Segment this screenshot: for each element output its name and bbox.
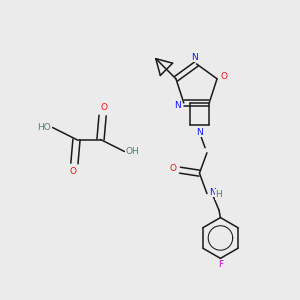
Text: N: N [174, 101, 181, 110]
Text: HO: HO [37, 123, 51, 132]
Text: H: H [216, 190, 222, 199]
Text: F: F [218, 260, 223, 269]
Text: OH: OH [126, 147, 140, 156]
Text: O: O [170, 164, 177, 173]
Text: N: N [196, 128, 203, 137]
Text: N: N [210, 188, 216, 196]
Text: O: O [220, 72, 227, 81]
Text: N: N [192, 53, 198, 62]
Text: O: O [100, 103, 108, 112]
Text: O: O [69, 167, 76, 176]
